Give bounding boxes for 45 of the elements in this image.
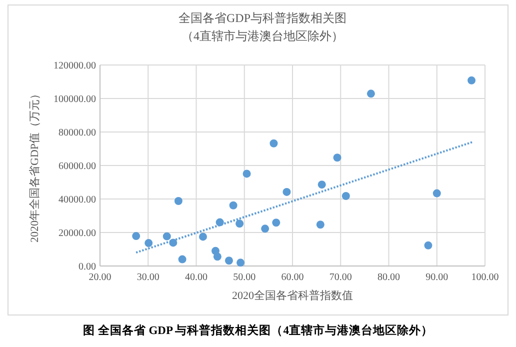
y-tick-label: 120000.00 bbox=[54, 60, 96, 72]
x-tick-label: 50.00 bbox=[233, 272, 256, 283]
text: 图 全国各省 GDP 与科普指数相关图（4直辖市与港澳台地区除外） bbox=[82, 323, 434, 337]
x-tick-label: 90.00 bbox=[426, 272, 448, 283]
x-tick-label: 60.00 bbox=[281, 272, 304, 283]
y-tick-label: 40000.00 bbox=[58, 194, 96, 206]
point bbox=[229, 201, 238, 210]
y-tick-label: 0.00 bbox=[78, 262, 96, 272]
x-tick-label: 40.00 bbox=[185, 272, 208, 283]
chart-title: 全国各省GDP与科普指数相关图 bbox=[178, 11, 347, 25]
point bbox=[366, 90, 375, 98]
point bbox=[198, 232, 207, 241]
point bbox=[213, 252, 222, 261]
point bbox=[316, 220, 324, 229]
point bbox=[342, 192, 350, 200]
x-tick-label: 30.00 bbox=[136, 272, 160, 283]
point bbox=[178, 255, 186, 264]
point bbox=[272, 218, 280, 227]
point bbox=[242, 170, 251, 178]
y-tick-label: 80000.00 bbox=[58, 128, 96, 138]
x-axis-title: 2020全国各省科普指数值 bbox=[232, 289, 353, 302]
point bbox=[270, 139, 278, 148]
point bbox=[144, 239, 153, 248]
point bbox=[424, 241, 432, 250]
point bbox=[432, 189, 441, 198]
point bbox=[282, 188, 291, 196]
point bbox=[468, 76, 476, 84]
point bbox=[236, 258, 245, 267]
point bbox=[224, 256, 233, 265]
y-tick-label: 100000.00 bbox=[54, 94, 96, 105]
y-tick-label: 60000.00 bbox=[58, 161, 96, 172]
chart-subtitle: （4直辖市与港澳台地区除外） bbox=[182, 29, 344, 43]
y-tick-label: 20000.00 bbox=[58, 228, 96, 239]
x-tick-label: 80.00 bbox=[378, 272, 400, 283]
x-tick-label: 70.00 bbox=[329, 272, 352, 283]
x-tick-label: 100.00 bbox=[471, 272, 499, 283]
point bbox=[174, 197, 182, 206]
point bbox=[261, 224, 270, 233]
point bbox=[162, 232, 171, 240]
x-tick-label: 20.00 bbox=[88, 272, 112, 283]
point bbox=[236, 220, 244, 228]
point bbox=[333, 154, 342, 162]
point bbox=[318, 180, 326, 189]
y-axis-title: 2020年全国各省GDP值（万元） bbox=[28, 88, 41, 243]
point bbox=[132, 232, 140, 240]
